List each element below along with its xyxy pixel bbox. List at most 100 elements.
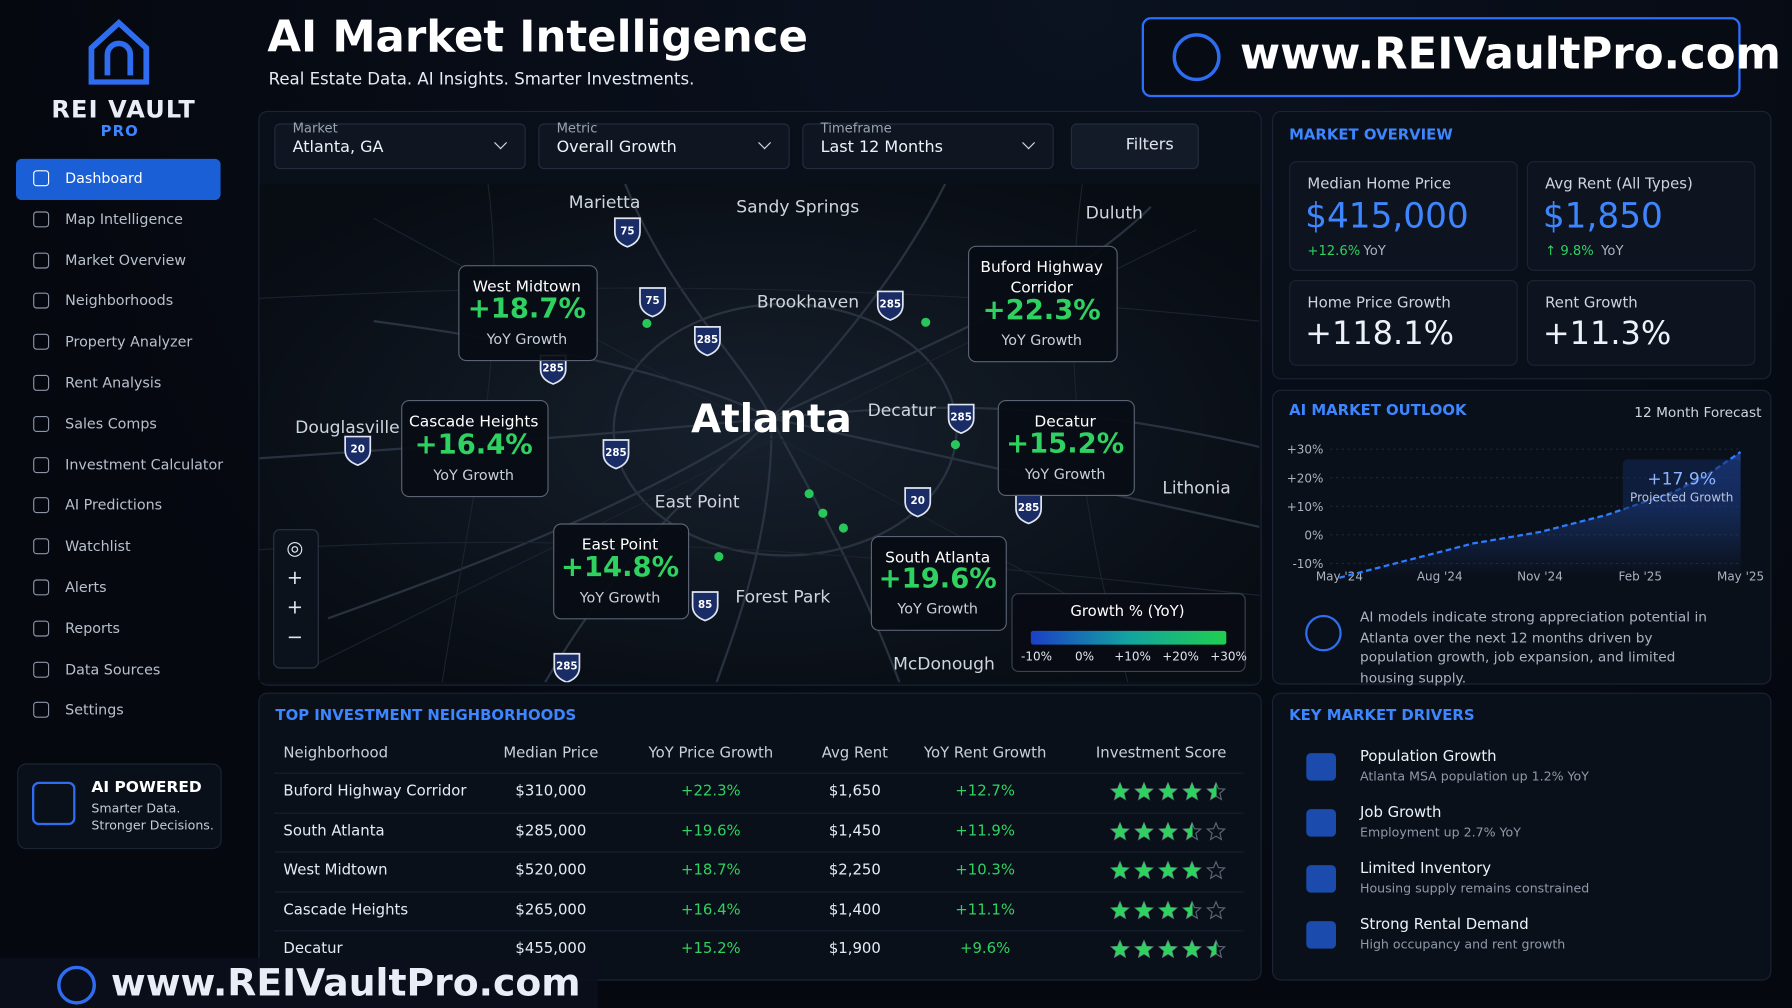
- callout-value: +16.4%: [414, 428, 533, 461]
- header-url[interactable]: www.REIVaultPro.com: [1239, 28, 1781, 79]
- nav-item[interactable]: Sales Comps: [65, 414, 157, 432]
- highway-shield: [539, 354, 567, 385]
- table-cell: $455,000: [515, 940, 587, 958]
- map-control[interactable]: +: [286, 596, 303, 620]
- nav-item[interactable]: Property Analyzer: [65, 332, 193, 350]
- star-empty: [1205, 821, 1227, 841]
- nav-item[interactable]: Map Intelligence: [65, 210, 183, 228]
- star: [1135, 861, 1153, 879]
- column-header: Median Price: [503, 745, 599, 763]
- map-control[interactable]: −: [286, 626, 303, 650]
- place-label: Douglasville: [295, 418, 400, 438]
- stat-unit: YoY: [1363, 242, 1386, 259]
- filter-value: Last 12 Months: [820, 138, 943, 157]
- map-callout[interactable]: [870, 535, 1007, 631]
- nav-icon: [33, 620, 50, 637]
- score-fill: [1111, 940, 1217, 958]
- nav-item[interactable]: Alerts: [65, 578, 107, 596]
- star: [1111, 940, 1129, 958]
- shield-label: 285: [697, 334, 718, 346]
- callout-name: East Point: [581, 535, 659, 555]
- map-controls[interactable]: [273, 529, 319, 669]
- map-callout[interactable]: [997, 399, 1135, 496]
- stat-value: $1,850: [1542, 196, 1663, 237]
- stat-label: Median Home Price: [1307, 175, 1452, 194]
- page-subtitle: Real Estate Data. AI Insights. Smarter I…: [268, 70, 695, 90]
- outlook-subtitle: 12 Month Forecast: [1634, 404, 1762, 421]
- map-dot: [714, 551, 724, 562]
- globe-icon: [1172, 33, 1221, 82]
- star: [1183, 861, 1201, 879]
- score-stars: [1109, 899, 1227, 919]
- nav-icon: [33, 293, 50, 310]
- nav-item[interactable]: Market Overview: [65, 250, 187, 269]
- shield-label: 285: [950, 412, 971, 424]
- place-label: Sandy Springs: [736, 198, 859, 218]
- callout-value: +18.7%: [467, 292, 586, 325]
- score-fill: [1111, 822, 1193, 839]
- outlook-chart: +30%+20%+10%0%-10%May '24Aug '24Nov '24F…: [1287, 443, 1764, 584]
- stat-value: +118.1%: [1305, 314, 1454, 352]
- filter-select[interactable]: [538, 123, 790, 170]
- nav-icon: [33, 170, 50, 187]
- filter-label: Timeframe: [820, 119, 892, 136]
- outlook-note: AI models indicate strong appreciation p…: [1359, 609, 1707, 686]
- logo: [88, 18, 150, 85]
- callout-name: South Atlanta: [885, 548, 991, 567]
- driver-title: Limited Inventory: [1359, 860, 1492, 878]
- star-empty: [1181, 781, 1203, 801]
- star: [1183, 940, 1201, 958]
- nav-item[interactable]: Data Sources: [65, 660, 161, 678]
- filter-select[interactable]: [802, 123, 1054, 170]
- y-tick-label: +10%: [1287, 500, 1324, 514]
- callout-name: Cascade Heights: [408, 412, 539, 431]
- map-control[interactable]: ◎: [286, 537, 304, 560]
- place-label: East Point: [655, 492, 740, 512]
- drivers-title: KEY MARKET DRIVERS: [1289, 707, 1475, 725]
- callout-caption: YoY Growth: [1024, 465, 1106, 483]
- nav-item[interactable]: Neighborhoods: [65, 291, 174, 310]
- highway-shield: [344, 435, 372, 467]
- score-fill: [1111, 782, 1217, 800]
- map-callout[interactable]: [553, 523, 690, 620]
- filters-button[interactable]: [1070, 123, 1199, 170]
- star: [1135, 901, 1153, 918]
- y-tick-label: -10%: [1292, 557, 1323, 571]
- star-empty: [1205, 899, 1227, 919]
- outlook-title: AI MARKET OUTLOOK: [1289, 402, 1467, 420]
- nav-icon: [33, 456, 50, 473]
- shield-label: 285: [605, 447, 626, 459]
- stat-label: Avg Rent (All Types): [1545, 175, 1693, 194]
- nav-item[interactable]: AI Predictions: [65, 496, 163, 514]
- star: [1135, 822, 1153, 839]
- ai-badge: [17, 763, 222, 850]
- footer-banner: [0, 957, 598, 1008]
- nav-item[interactable]: Settings: [65, 701, 124, 719]
- filter-select[interactable]: [274, 123, 526, 170]
- map-callout[interactable]: [967, 245, 1118, 363]
- star: [1135, 782, 1153, 800]
- map-dot: [804, 489, 814, 499]
- highway-shield: [613, 217, 641, 248]
- callout-value: +22.3%: [982, 293, 1101, 326]
- nav-item[interactable]: Investment Calculator: [65, 455, 224, 473]
- filters-label[interactable]: Filters: [1125, 135, 1174, 155]
- nav-icon: [33, 579, 50, 596]
- nav-item[interactable]: Dashboard: [65, 169, 143, 187]
- nav-item[interactable]: Watchlist: [65, 537, 131, 555]
- stat-unit: YoY: [1601, 242, 1624, 259]
- table-cell: +15.2%: [681, 940, 741, 958]
- map-callout[interactable]: [401, 399, 549, 498]
- nav-icon: [33, 415, 50, 432]
- footer-url[interactable]: www.REIVaultPro.com: [110, 959, 581, 1005]
- nav-item[interactable]: Reports: [65, 619, 120, 637]
- star-empty: [1205, 860, 1227, 880]
- map-control[interactable]: +: [286, 566, 303, 590]
- stat-change: ↑ 9.8%: [1545, 242, 1594, 259]
- map-callout[interactable]: [458, 265, 598, 362]
- stat-value: $415,000: [1305, 196, 1469, 237]
- highway-shield: [691, 591, 719, 622]
- brain-icon: [1305, 614, 1342, 652]
- nav-item[interactable]: Rent Analysis: [65, 373, 162, 391]
- star: [1159, 782, 1177, 800]
